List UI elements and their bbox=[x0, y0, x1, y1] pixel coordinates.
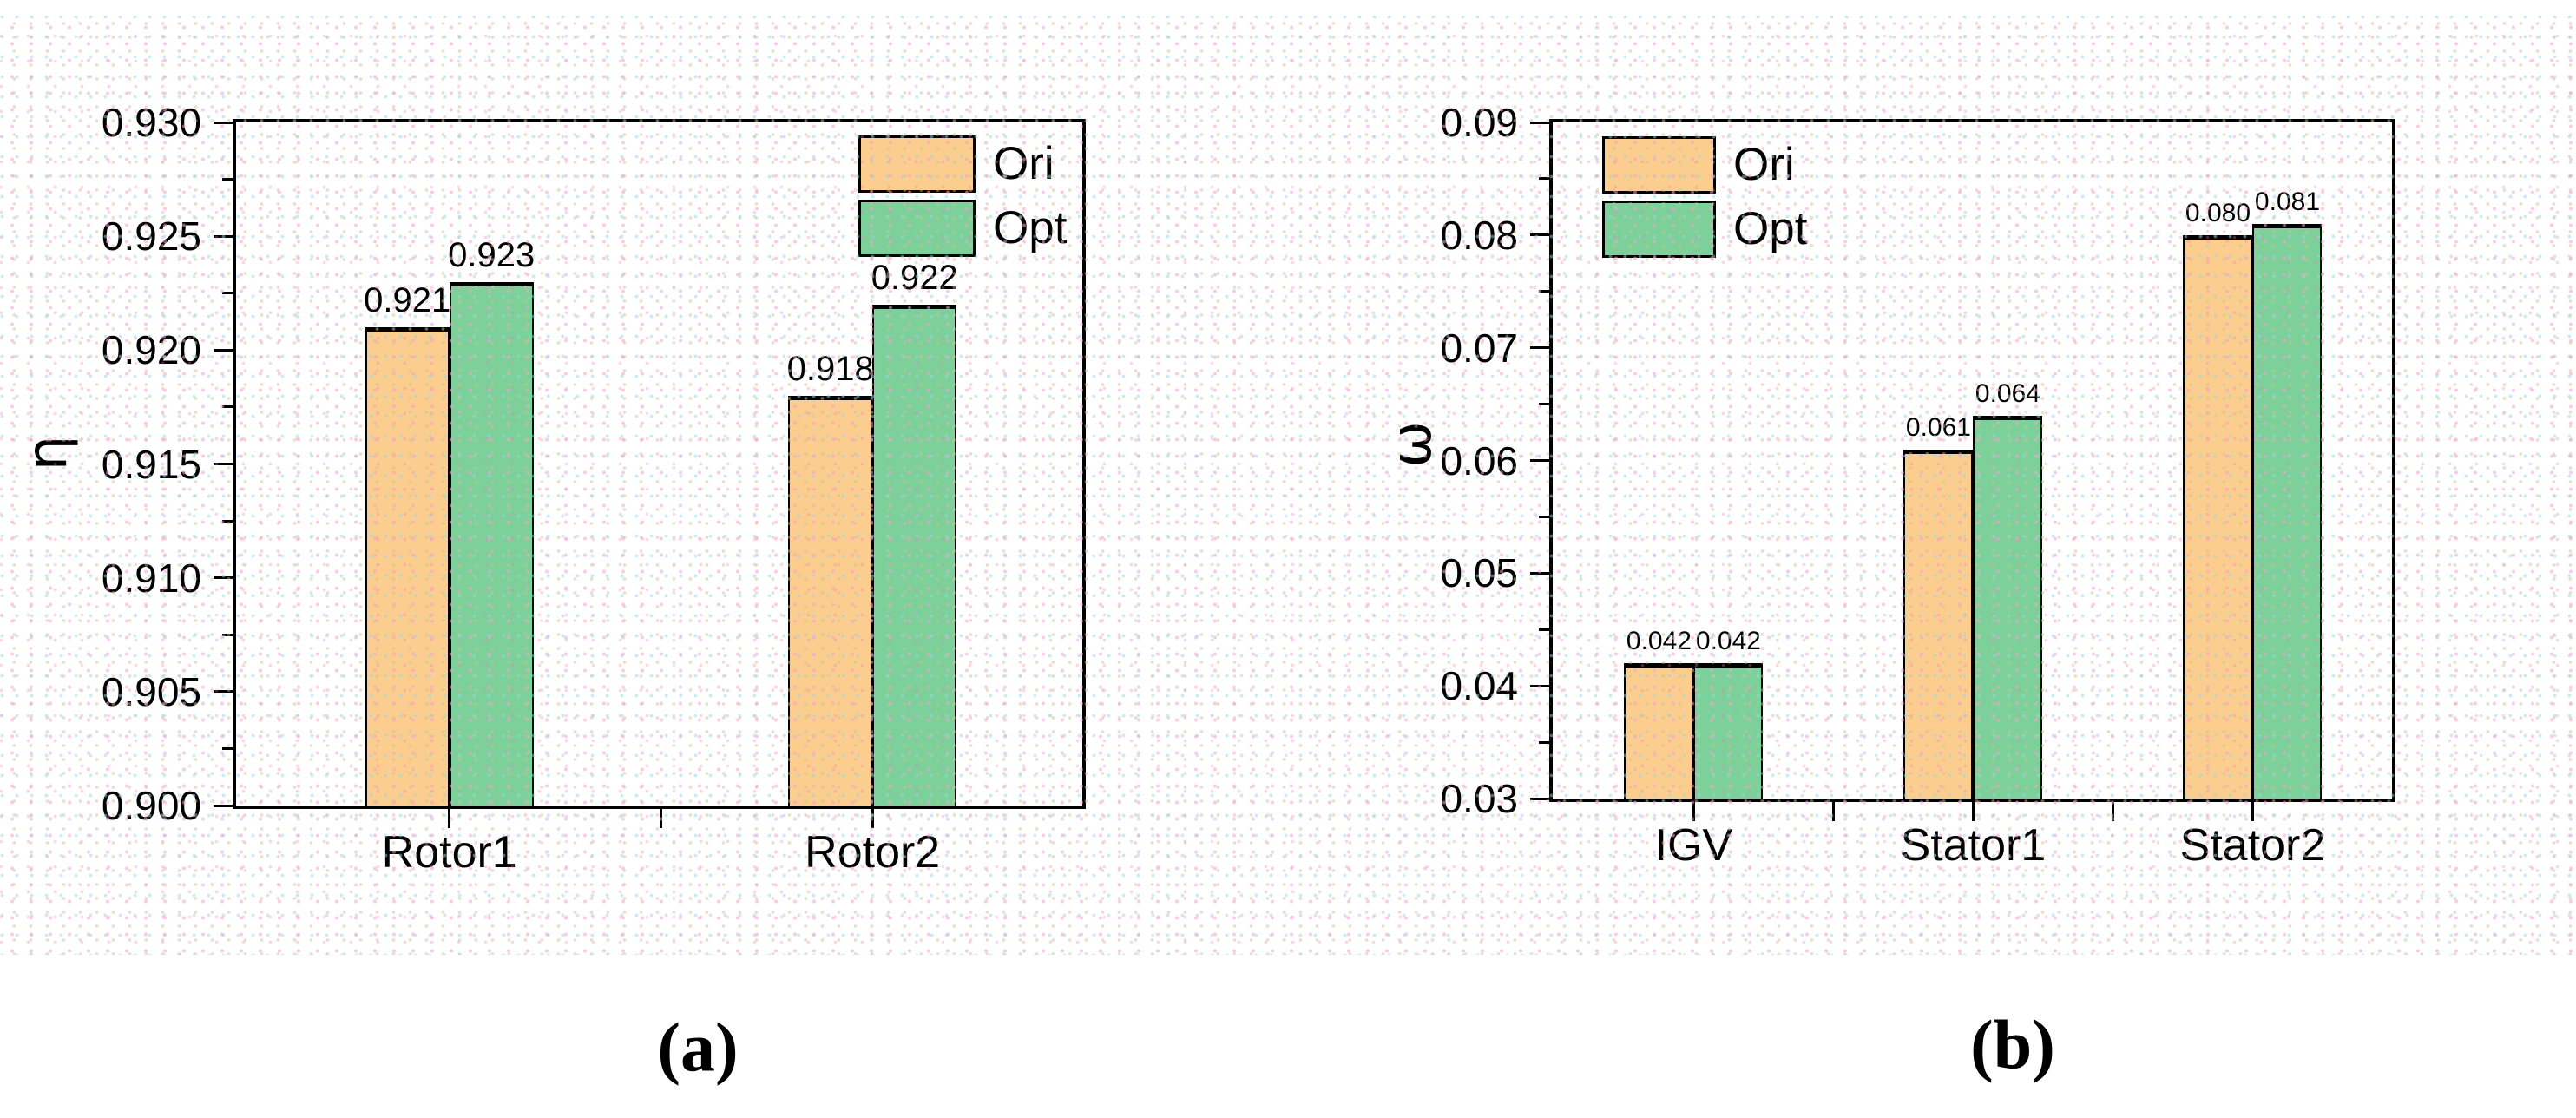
bar-value-label: 0.061 bbox=[1905, 412, 1971, 442]
chart-efficiency-bar-panel-a: 0.900 0.905 0.910 0.915 0.920 0.925 0.930 Rotor… bbox=[102, 100, 1086, 878]
legend-swatch-ori bbox=[1602, 136, 1716, 194]
panel-caption-a: (a) bbox=[657, 1009, 739, 1087]
y-tick-label: 0.07 bbox=[1440, 325, 1518, 371]
x-major-tick bbox=[1971, 802, 1975, 821]
legend-label-ori: Ori bbox=[1733, 139, 1795, 190]
bar-value-label: 0.921 bbox=[364, 281, 451, 320]
bar-value-label: 0.081 bbox=[2254, 187, 2321, 216]
y-major-tick bbox=[1530, 459, 1549, 462]
y-tick-label: 0.905 bbox=[101, 668, 201, 714]
y-minor-tick bbox=[222, 405, 233, 409]
y-major-tick bbox=[214, 463, 233, 465]
bar-ori-rotor1 bbox=[365, 327, 450, 806]
x-major-tick bbox=[448, 809, 451, 828]
y-tick-label: 0.04 bbox=[1440, 663, 1518, 709]
legend-swatch-opt bbox=[858, 200, 976, 257]
bar-opt-rotor2 bbox=[872, 304, 957, 806]
bar-value-label: 0.918 bbox=[786, 349, 874, 388]
y-major-tick bbox=[1530, 121, 1549, 124]
y-tick-label: 0.09 bbox=[1440, 100, 1518, 145]
y-major-tick bbox=[214, 804, 233, 807]
y-minor-tick bbox=[1539, 515, 1549, 518]
y-tick-label: 0.910 bbox=[101, 555, 201, 601]
y-major-tick bbox=[214, 234, 233, 238]
y-tick-label: 0.05 bbox=[1440, 550, 1518, 596]
y-axis-label-eta: η bbox=[16, 435, 80, 471]
x-between-tick bbox=[1831, 802, 1835, 821]
bar-opt-igv bbox=[1693, 663, 1764, 799]
y-minor-tick bbox=[1539, 290, 1549, 293]
y-minor-tick bbox=[222, 519, 233, 523]
category-label-igv: IGV bbox=[1654, 820, 1733, 871]
legend-label-ori: Ori bbox=[993, 138, 1055, 189]
category-label-rotor1: Rotor1 bbox=[381, 827, 517, 878]
bar-ori-rotor2 bbox=[788, 395, 873, 806]
y-tick-label: 0.920 bbox=[101, 327, 201, 373]
bar-value-label: 0.923 bbox=[448, 235, 536, 274]
legend-swatch-ori bbox=[858, 135, 976, 193]
y-minor-tick bbox=[1539, 403, 1549, 406]
y-tick-label: 0.03 bbox=[1440, 776, 1518, 821]
y-tick-label: 0.900 bbox=[101, 783, 201, 828]
bar-ori-stator2 bbox=[2183, 234, 2253, 799]
bar-value-label: 0.080 bbox=[2185, 198, 2251, 227]
x-between-tick bbox=[2111, 802, 2114, 821]
legend-label-opt: Opt bbox=[993, 202, 1068, 253]
legend-label-opt: Opt bbox=[1733, 203, 1808, 254]
y-minor-tick bbox=[222, 633, 233, 636]
bar-value-label: 0.042 bbox=[1695, 627, 1761, 656]
y-major-tick bbox=[214, 576, 233, 580]
y-major-tick bbox=[214, 690, 233, 694]
y-major-tick bbox=[214, 121, 233, 124]
y-minor-tick bbox=[222, 178, 233, 181]
x-major-tick bbox=[2251, 802, 2254, 821]
bar-opt-stator1 bbox=[1973, 415, 2043, 799]
bar-opt-stator2 bbox=[2252, 223, 2323, 799]
legend-swatch-opt bbox=[1602, 201, 1716, 258]
bar-ori-igv bbox=[1624, 663, 1694, 799]
y-minor-tick bbox=[1539, 177, 1549, 181]
y-axis-label-omega: ω bbox=[1380, 421, 1444, 468]
y-major-tick bbox=[1530, 233, 1549, 237]
y-minor-tick bbox=[222, 746, 233, 750]
bar-ori-stator1 bbox=[1903, 449, 1974, 799]
x-major-tick bbox=[1692, 802, 1695, 821]
category-label-stator1: Stator1 bbox=[1900, 820, 2047, 871]
y-major-tick bbox=[214, 348, 233, 352]
bar-opt-rotor1 bbox=[449, 281, 534, 806]
y-major-tick bbox=[1530, 684, 1549, 687]
y-tick-label: 0.08 bbox=[1440, 212, 1518, 258]
y-minor-tick bbox=[1539, 628, 1549, 631]
y-major-tick bbox=[1530, 571, 1549, 575]
y-minor-tick bbox=[1539, 740, 1549, 744]
category-label-rotor2: Rotor2 bbox=[805, 827, 941, 878]
bar-value-label: 0.922 bbox=[871, 258, 958, 297]
y-minor-tick bbox=[222, 292, 233, 295]
bar-value-label: 0.064 bbox=[1975, 378, 2040, 408]
panel-caption-b: (b) bbox=[1970, 1007, 2055, 1084]
chart-loss-bar-panel-b: 0.03 0.04 0.05 0.06 0.07 0.08 0.09 IGV Stator1 St… bbox=[1440, 100, 2395, 871]
x-major-tick bbox=[871, 809, 874, 828]
bar-value-label: 0.042 bbox=[1626, 627, 1692, 656]
x-between-tick bbox=[659, 809, 662, 828]
y-tick-label: 0.925 bbox=[101, 214, 201, 260]
y-major-tick bbox=[1530, 797, 1549, 800]
y-major-tick bbox=[1530, 346, 1549, 350]
y-tick-label: 0.930 bbox=[101, 100, 201, 145]
category-label-stator2: Stator2 bbox=[2179, 820, 2326, 871]
